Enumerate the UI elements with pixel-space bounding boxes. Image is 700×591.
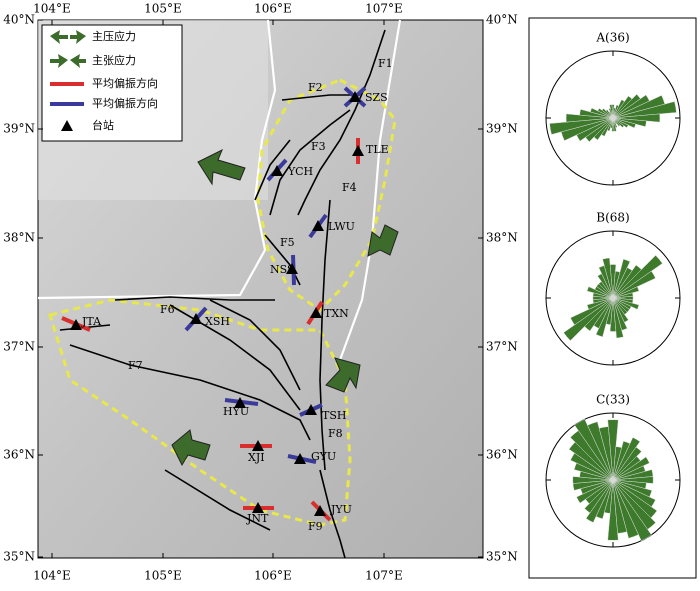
legend-label: 平均偏振方向 (92, 96, 158, 110)
rose-petal (602, 257, 624, 339)
station-label: TSH (322, 409, 346, 422)
legend-symbol (50, 54, 86, 68)
lon-label: 104°E (33, 2, 71, 16)
rose-petal (605, 109, 621, 127)
tension-arrow (367, 224, 399, 257)
rose-petal (597, 108, 629, 128)
rose-petal (598, 426, 628, 534)
fault-label: F1 (378, 57, 393, 70)
lat-label: 36°N (3, 448, 35, 462)
lon-label: 105°E (144, 569, 182, 583)
station (271, 165, 283, 176)
legend-label: 台站 (92, 118, 114, 132)
legend-label: 主张应力 (92, 53, 136, 67)
station-label: YCH (287, 165, 313, 178)
lat-label: 39°N (486, 122, 518, 136)
lat-label: 38°N (3, 231, 35, 245)
legend-label: 平均偏振方向 (92, 76, 158, 90)
stations (70, 91, 364, 516)
station (70, 319, 82, 330)
lat-label: 40°N (3, 13, 35, 27)
lat-label: 37°N (486, 340, 518, 354)
rose-petal (590, 107, 636, 129)
rose-petal (586, 286, 640, 310)
lon-label: 106°E (254, 569, 292, 583)
station-label: HYU (223, 405, 249, 418)
rose-petal (601, 108, 625, 128)
fault-label: F7 (128, 359, 143, 372)
station (310, 307, 322, 318)
station-label: SZS (365, 91, 388, 104)
lat-label: 35°N (3, 550, 35, 564)
legend-symbol (50, 30, 86, 44)
station-label: LWU (328, 220, 355, 233)
fault-label: F6 (160, 303, 175, 316)
rose-petal (576, 456, 650, 504)
station (314, 505, 326, 516)
station (234, 397, 246, 408)
fault-label: F8 (328, 427, 343, 440)
lat-label: 35°N (486, 550, 518, 564)
station-label: GYU (311, 450, 336, 463)
legend-symbol (61, 120, 73, 131)
lat-label: 40°N (486, 13, 518, 27)
station (312, 220, 324, 231)
rose-petal (609, 104, 617, 132)
station-label: NSS (270, 263, 295, 276)
station (305, 404, 317, 415)
compression-arrow (197, 148, 246, 186)
fault-label: F2 (308, 81, 323, 94)
fault-label: F4 (342, 181, 357, 194)
compression-arrow (171, 429, 211, 467)
rose-petal (570, 270, 656, 326)
station (252, 440, 264, 451)
rose-petal (595, 258, 631, 338)
legend-label: 主压应力 (92, 29, 136, 43)
station-label: TXN (324, 307, 349, 320)
block-zone (48, 298, 352, 527)
rose-title: A(36) (595, 31, 629, 45)
compression-arrow (325, 357, 361, 393)
lon-label: 107°E (365, 569, 403, 583)
station (286, 263, 298, 274)
station-label: XSH (205, 315, 230, 328)
lat-label: 37°N (3, 340, 35, 354)
fault-label: F3 (311, 140, 326, 153)
lon-label: 106°E (254, 2, 292, 16)
rose-title: B(68) (596, 211, 629, 225)
fault-label: F9 (308, 520, 323, 533)
lat-label: 38°N (486, 231, 518, 245)
lat-label: 36°N (486, 448, 518, 462)
rose-petal (586, 286, 640, 310)
station-label: JNT (246, 512, 269, 525)
lon-label: 105°E (144, 2, 182, 16)
station-label: JTA (81, 315, 102, 328)
lon-label: 107°E (365, 2, 403, 16)
station (190, 313, 202, 324)
rose-petal (549, 101, 677, 135)
block-zone (256, 78, 397, 312)
station (294, 453, 306, 464)
rose-title: C(33) (596, 393, 630, 407)
lon-label: 104°E (33, 569, 71, 583)
station (252, 502, 264, 513)
station-label: XJI (248, 451, 265, 464)
station-label: TLE (366, 143, 389, 156)
station-label: JYU (330, 503, 352, 516)
fault-label: F5 (280, 236, 295, 249)
station (352, 145, 364, 156)
lat-label: 39°N (3, 122, 35, 136)
station (349, 91, 361, 102)
